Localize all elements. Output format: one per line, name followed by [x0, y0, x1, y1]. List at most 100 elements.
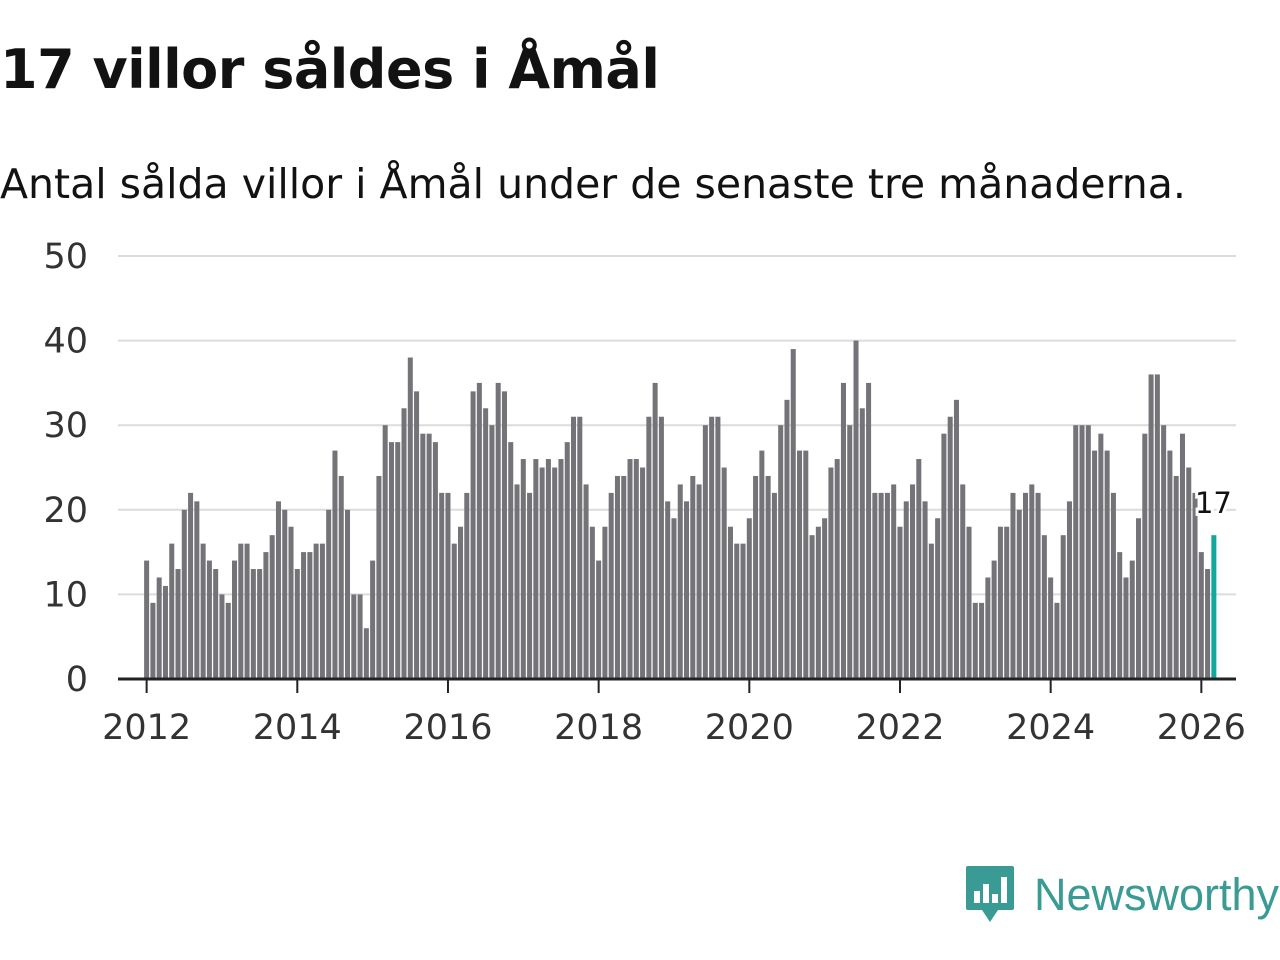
bar	[1186, 467, 1192, 679]
bar	[991, 560, 997, 679]
x-axis	[118, 677, 1236, 693]
bar	[188, 492, 194, 679]
bar	[401, 408, 407, 679]
bar	[853, 340, 859, 679]
bar	[432, 442, 438, 679]
bar	[552, 467, 558, 679]
bar	[376, 475, 382, 679]
bar	[244, 543, 250, 679]
bar	[671, 518, 677, 679]
bar	[288, 526, 294, 679]
bar	[765, 475, 771, 679]
bar	[740, 543, 746, 679]
bar	[784, 399, 790, 679]
newsworthy-logo-icon	[966, 866, 1014, 922]
y-axis-labels: 0 10 20 30 40 50	[43, 237, 88, 700]
bar	[753, 475, 759, 679]
bar	[910, 484, 916, 679]
bar-chart: 0 10 20 30 40 50 2012 2014 2016 2018 2020 2022 2024…	[43, 237, 1246, 748]
bar	[1104, 450, 1110, 679]
bar	[407, 357, 413, 679]
bar	[684, 501, 690, 679]
bar	[175, 569, 181, 679]
bar	[891, 484, 897, 679]
y-tick-label: 10	[43, 575, 88, 615]
bar	[935, 518, 941, 679]
bar	[1198, 552, 1204, 679]
bar	[878, 492, 884, 679]
bar	[351, 594, 357, 679]
bar	[1054, 602, 1060, 679]
bar	[1048, 577, 1054, 679]
bar	[501, 391, 507, 679]
bar	[194, 501, 200, 679]
x-tick-label: 2020	[705, 708, 794, 748]
bar	[219, 594, 225, 679]
bar	[928, 543, 934, 679]
bar	[884, 492, 890, 679]
bar	[470, 391, 476, 679]
bar	[953, 399, 959, 679]
bar	[652, 382, 658, 679]
bar	[388, 442, 394, 679]
bar	[872, 492, 878, 679]
brand-logo[interactable]: Newsworthy	[964, 864, 1279, 926]
bar	[1092, 450, 1098, 679]
bar	[721, 467, 727, 679]
bar	[646, 416, 652, 679]
bar	[319, 543, 325, 679]
bar	[897, 526, 903, 679]
bar	[1205, 569, 1211, 679]
bar	[382, 425, 388, 679]
y-tick-label: 0	[66, 660, 88, 700]
x-axis-labels: 2012 2014 2016 2018 2020 2022 2024 2026	[102, 708, 1246, 748]
bar	[420, 433, 426, 679]
bar	[564, 442, 570, 679]
bar	[1136, 518, 1142, 679]
bar	[960, 484, 966, 679]
bar	[169, 543, 175, 679]
bar	[395, 442, 401, 679]
bar	[771, 492, 777, 679]
bar	[583, 484, 589, 679]
bar	[746, 518, 752, 679]
bar	[370, 560, 376, 679]
bar	[1066, 501, 1072, 679]
bar	[922, 501, 928, 679]
bar	[985, 577, 991, 679]
x-tick-label: 2014	[253, 708, 342, 748]
bar	[1142, 433, 1148, 679]
bar	[1023, 492, 1029, 679]
bar	[495, 382, 501, 679]
bar	[1098, 433, 1104, 679]
bar	[156, 577, 162, 679]
bar	[979, 602, 985, 679]
bar	[997, 526, 1003, 679]
bar	[232, 560, 238, 679]
y-tick-label: 40	[43, 322, 88, 362]
bar	[690, 475, 696, 679]
bar	[1192, 492, 1198, 679]
y-tick-label: 20	[43, 491, 88, 531]
bar-highlight	[1211, 535, 1217, 679]
bar	[966, 526, 972, 679]
bar	[1004, 526, 1010, 679]
bar	[727, 526, 733, 679]
bar	[696, 484, 702, 679]
bar	[809, 535, 815, 679]
bar	[665, 501, 671, 679]
bar	[464, 492, 470, 679]
bar	[596, 560, 602, 679]
bar	[1179, 433, 1185, 679]
bar	[451, 543, 457, 679]
bar	[238, 543, 244, 679]
bar	[797, 450, 803, 679]
bar	[345, 509, 351, 679]
bar	[558, 459, 564, 679]
bar	[734, 543, 740, 679]
bar	[539, 467, 545, 679]
bar	[527, 492, 533, 679]
bar	[1129, 560, 1135, 679]
bar	[589, 526, 595, 679]
bar	[1016, 509, 1022, 679]
